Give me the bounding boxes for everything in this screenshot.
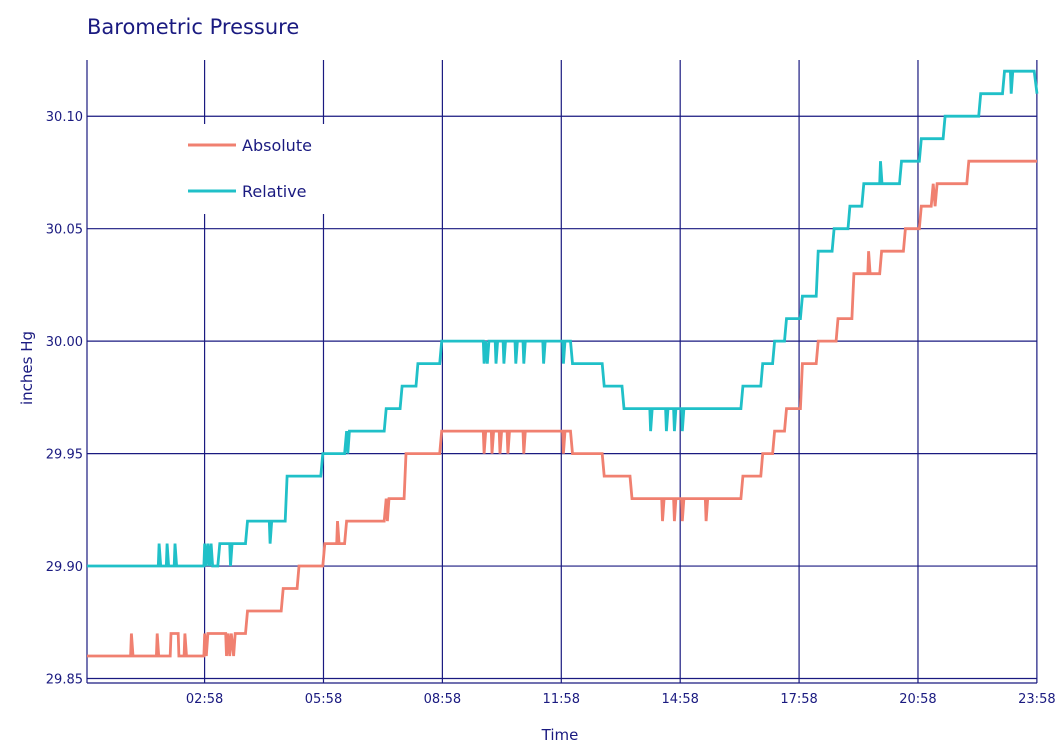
y-tick-label-5: 30.10	[46, 110, 83, 125]
y-tick-label-2: 29.95	[46, 448, 83, 463]
x-tick-label-6: 20:58	[899, 692, 936, 707]
chart-title: Barometric Pressure	[87, 15, 299, 39]
legend: Absolute Relative	[180, 124, 330, 214]
x-tick-label-1: 05:58	[305, 692, 342, 707]
y-tick-label-1: 29.90	[46, 560, 83, 575]
y-tick-label-4: 30.05	[46, 223, 83, 238]
series-line-relative	[87, 69, 1039, 568]
legend-label-absolute: Absolute	[242, 136, 312, 155]
y-axis-title: inches Hg	[18, 331, 36, 405]
y-tick-label-0: 29.85	[46, 673, 83, 688]
grid-lines	[87, 60, 1038, 683]
axes: 29.85 29.90 29.95 30.00 30.05 30.10 02:58 05:58…	[46, 60, 1056, 707]
legend-label-relative: Relative	[242, 182, 307, 201]
series-line-absolute	[87, 159, 1037, 658]
x-tick-label-7: 23:58	[1018, 692, 1055, 707]
x-tick-label-2: 08:58	[424, 692, 461, 707]
x-axis-title: Time	[541, 726, 579, 744]
series-lines	[87, 69, 1039, 658]
legend-background	[180, 124, 330, 214]
x-tick-label-3: 11:58	[543, 692, 580, 707]
x-tick-label-5: 17:58	[780, 692, 817, 707]
x-tick-label-4: 14:58	[661, 692, 698, 707]
x-tick-label-0: 02:58	[186, 692, 223, 707]
y-tick-label-3: 30.00	[46, 335, 83, 350]
